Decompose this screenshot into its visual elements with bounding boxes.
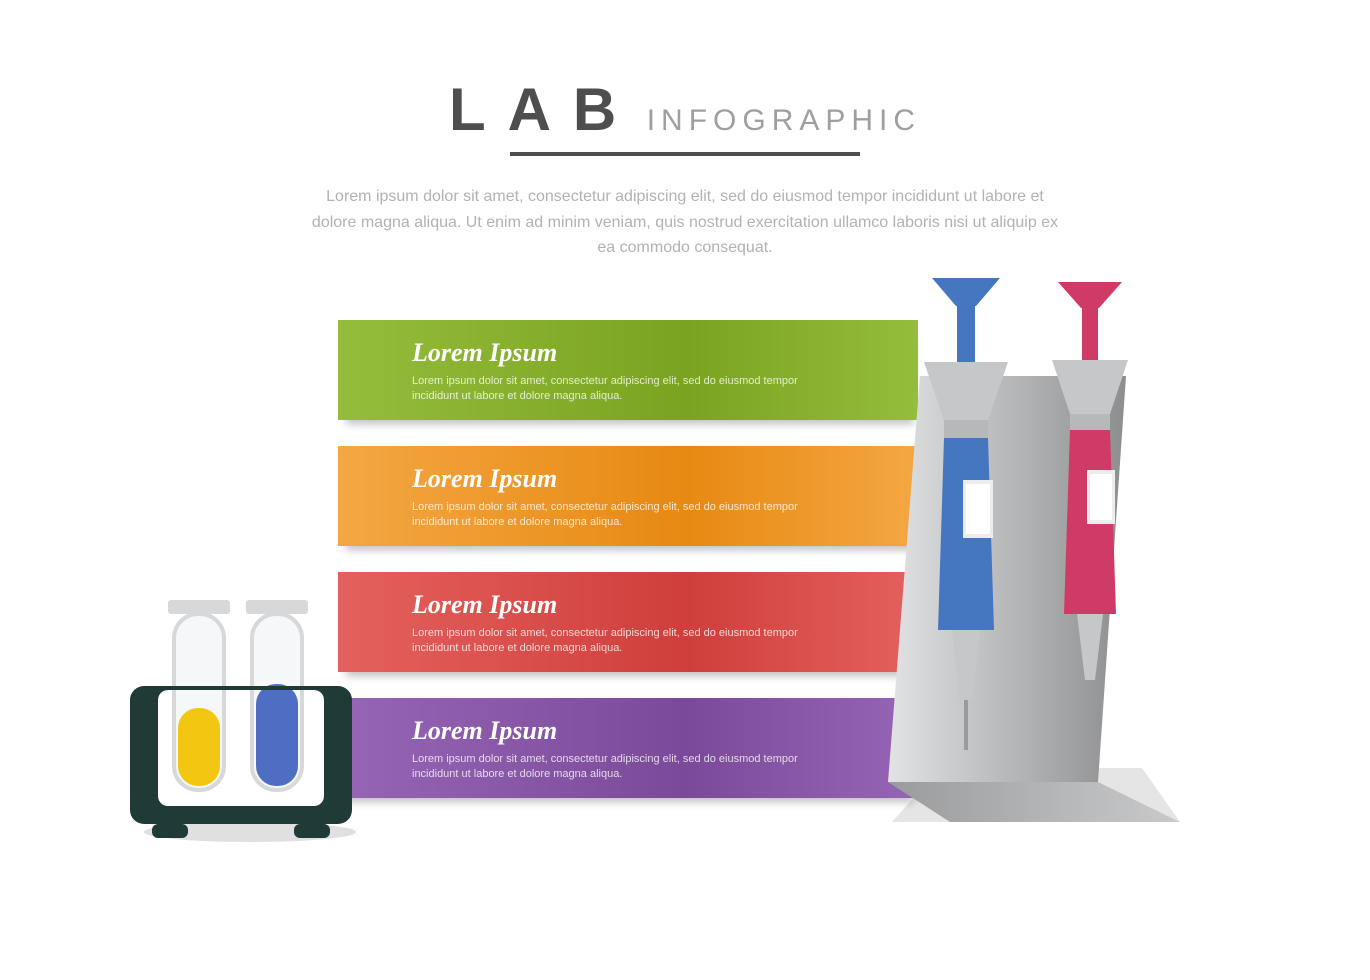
title-sub: INFOGRAPHIC — [647, 104, 921, 138]
bar-3-title: Lorem Ipsum — [412, 590, 848, 620]
title-main: LAB — [449, 75, 638, 144]
bar-4-title: Lorem Ipsum — [412, 716, 848, 746]
bar-list: Lorem Ipsum Lorem ipsum dolor sit amet, … — [338, 320, 918, 824]
infographic-stage: Lorem Ipsum Lorem ipsum dolor sit amet, … — [0, 320, 1370, 880]
bar-4: Lorem Ipsum Lorem ipsum dolor sit amet, … — [338, 698, 918, 798]
bar-3: Lorem Ipsum Lorem ipsum dolor sit amet, … — [338, 572, 918, 672]
intro-text: Lorem ipsum dolor sit amet, consectetur … — [305, 184, 1065, 261]
title-underline — [510, 152, 860, 156]
bar-1-title: Lorem Ipsum — [412, 338, 848, 368]
bar-1: Lorem Ipsum Lorem ipsum dolor sit amet, … — [338, 320, 918, 420]
bar-1-desc: Lorem ipsum dolor sit amet, consectetur … — [412, 374, 842, 404]
bar-4-desc: Lorem ipsum dolor sit amet, consectetur … — [412, 752, 842, 782]
pipette-stand-icon — [880, 270, 1220, 850]
bar-2: Lorem Ipsum Lorem ipsum dolor sit amet, … — [338, 446, 918, 546]
header: LAB INFOGRAPHIC Lorem ipsum dolor sit am… — [0, 0, 1370, 261]
test-tubes-icon — [126, 588, 366, 848]
bar-2-title: Lorem Ipsum — [412, 464, 848, 494]
bar-2-desc: Lorem ipsum dolor sit amet, consectetur … — [412, 500, 842, 530]
bar-3-desc: Lorem ipsum dolor sit amet, consectetur … — [412, 626, 842, 656]
